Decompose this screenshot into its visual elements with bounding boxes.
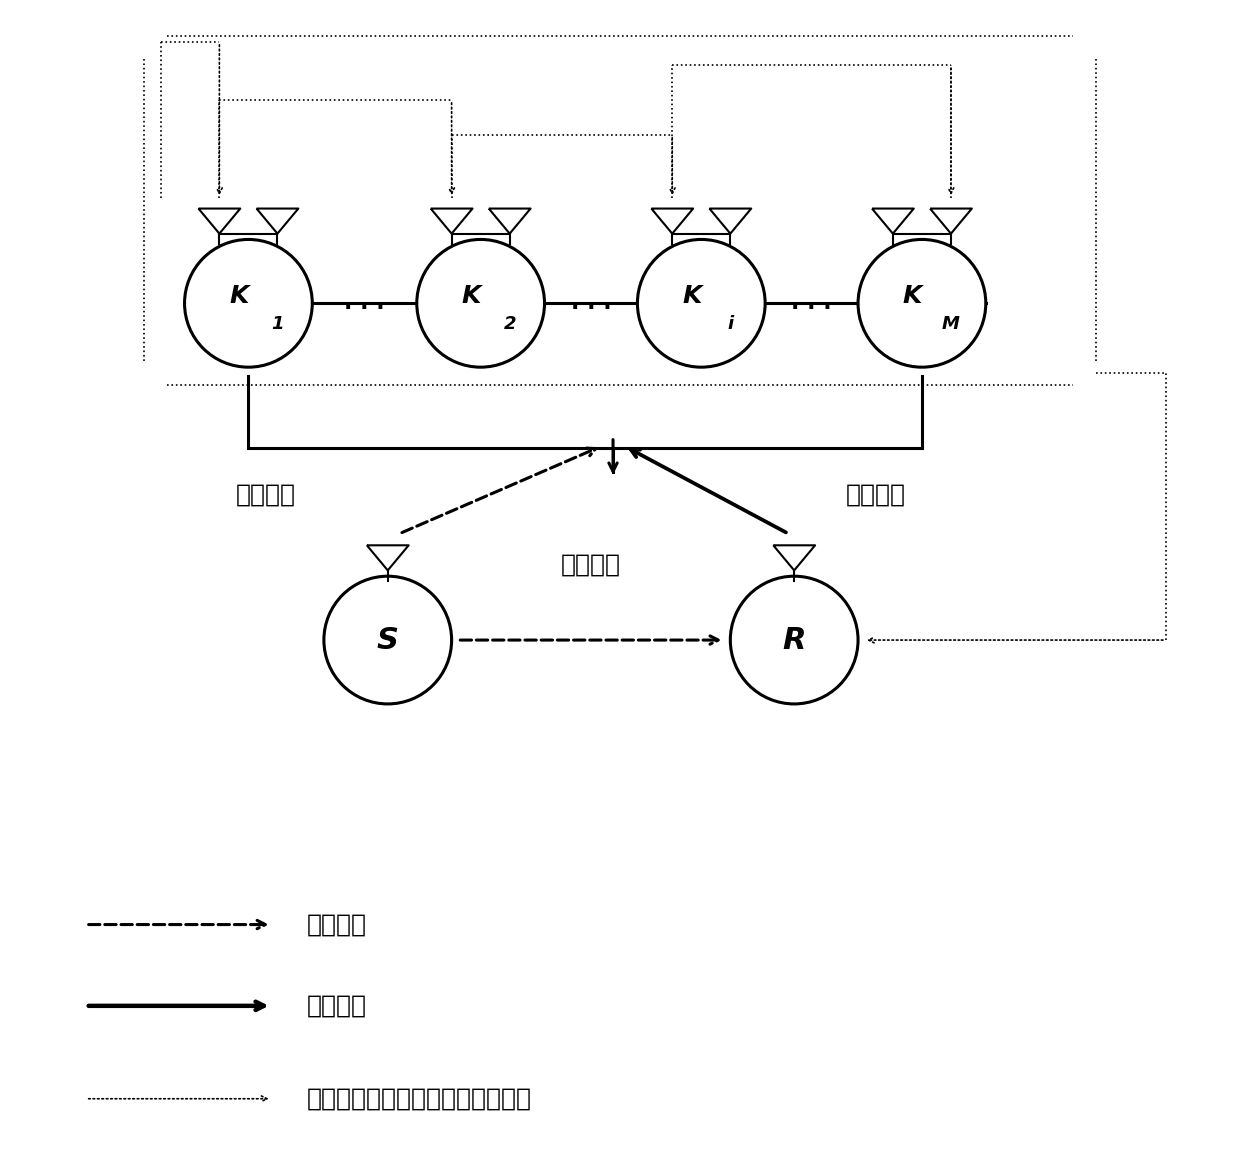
Text: K: K — [229, 284, 249, 308]
Text: K: K — [682, 284, 702, 308]
Text: 1: 1 — [272, 315, 284, 333]
Text: . . .: . . . — [791, 293, 832, 313]
Text: i: i — [727, 315, 733, 333]
Text: 第一时隙: 第一时隙 — [306, 913, 367, 937]
Text: 第二时隙: 第二时隙 — [306, 994, 367, 1017]
Circle shape — [637, 240, 765, 367]
Text: R: R — [782, 625, 806, 654]
Circle shape — [417, 240, 544, 367]
Text: 第一时隙或第二时隙发送加扰信号: 第一时隙或第二时隙发送加扰信号 — [306, 1087, 532, 1110]
Text: M: M — [942, 315, 960, 333]
Text: K: K — [461, 284, 481, 308]
Text: . . .: . . . — [570, 293, 611, 313]
Text: K: K — [903, 284, 923, 308]
Circle shape — [858, 240, 986, 367]
Circle shape — [324, 576, 451, 704]
Text: 有用信号: 有用信号 — [236, 483, 296, 506]
Text: . . .: . . . — [345, 293, 384, 313]
Circle shape — [185, 240, 312, 367]
Text: S: S — [377, 625, 399, 654]
Text: 2: 2 — [503, 315, 516, 333]
Circle shape — [730, 576, 858, 704]
Text: 广播信息: 广播信息 — [846, 483, 905, 506]
Text: 有用信号: 有用信号 — [560, 553, 621, 576]
